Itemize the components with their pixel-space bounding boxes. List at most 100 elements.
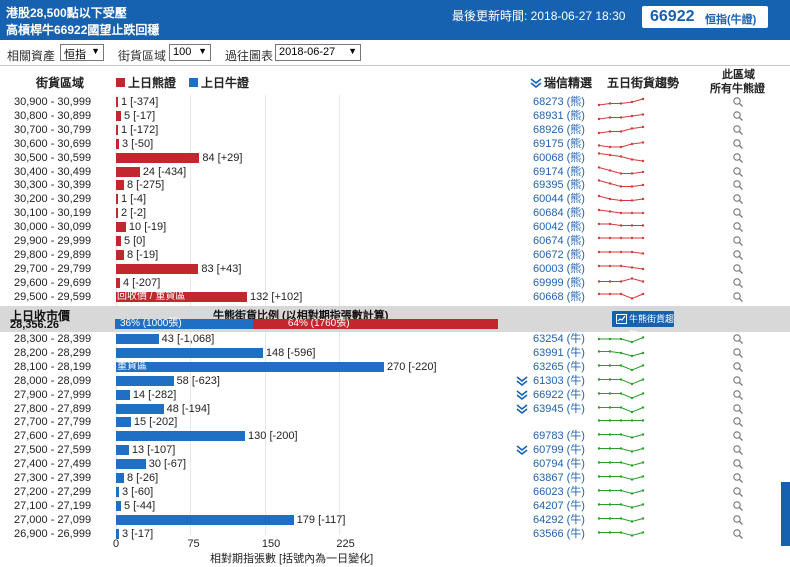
recommended-warrant-link[interactable]: 60684 (熊) bbox=[533, 207, 585, 220]
search-icon[interactable] bbox=[732, 193, 744, 205]
search-icon[interactable] bbox=[732, 416, 744, 428]
recommended-warrant-link[interactable]: 64207 (牛) bbox=[533, 499, 585, 512]
recommended-warrant-link[interactable]: 69783 (牛) bbox=[533, 430, 585, 443]
search-icon[interactable] bbox=[732, 389, 744, 401]
bear-bar[interactable] bbox=[116, 180, 124, 191]
recommended-warrant-link[interactable]: 60044 (熊) bbox=[533, 193, 585, 206]
bear-bar[interactable] bbox=[116, 291, 248, 302]
search-icon[interactable] bbox=[732, 207, 744, 219]
bull-bar[interactable] bbox=[116, 445, 129, 456]
bear-bar[interactable] bbox=[116, 236, 121, 246]
recommended-warrant-link[interactable]: 60042 (熊) bbox=[533, 221, 585, 234]
side-tab[interactable] bbox=[781, 482, 790, 546]
search-icon[interactable] bbox=[732, 221, 744, 233]
zone-select[interactable]: 100 ▼ bbox=[169, 44, 211, 61]
search-icon[interactable] bbox=[732, 444, 744, 456]
search-icon[interactable] bbox=[732, 152, 744, 164]
bear-bar[interactable] bbox=[116, 277, 120, 288]
search-icon[interactable] bbox=[732, 166, 744, 178]
search-icon[interactable] bbox=[732, 375, 744, 387]
headline-1[interactable]: 港股28,500點以下受壓 bbox=[6, 6, 127, 20]
recommended-warrant-link[interactable]: 68931 (熊) bbox=[533, 109, 585, 122]
featured-code[interactable]: 66922 bbox=[650, 8, 695, 25]
recommended-warrant-link[interactable]: 68273 (熊) bbox=[533, 96, 585, 108]
bull-bar[interactable] bbox=[116, 347, 263, 358]
recommended-warrant-link[interactable]: 61303 (牛) bbox=[533, 374, 585, 387]
bull-bar[interactable] bbox=[116, 403, 164, 414]
search-icon[interactable] bbox=[732, 110, 744, 122]
search-icon[interactable] bbox=[732, 277, 744, 289]
trend-button[interactable]: 牛熊街貨趨勢 bbox=[612, 311, 674, 340]
bull-bar[interactable] bbox=[116, 459, 146, 470]
search-icon[interactable] bbox=[732, 138, 744, 150]
search-icon[interactable] bbox=[732, 249, 744, 261]
recommended-warrant-link[interactable]: 63265 (牛) bbox=[533, 360, 585, 373]
search-icon[interactable] bbox=[732, 263, 744, 275]
recommended-warrant-link[interactable]: 69174 (熊) bbox=[533, 165, 585, 178]
bull-bar[interactable] bbox=[116, 528, 119, 539]
asset-select[interactable]: 恒指 ▼ bbox=[60, 44, 104, 61]
bear-bar[interactable] bbox=[116, 124, 118, 135]
bull-bar[interactable] bbox=[116, 500, 121, 511]
headline-2[interactable]: 高槓桿牛66922國望止跌回穩 bbox=[6, 23, 160, 37]
search-icon[interactable] bbox=[732, 179, 744, 191]
search-icon[interactable] bbox=[732, 403, 744, 415]
bull-bar[interactable] bbox=[116, 334, 159, 344]
search-icon[interactable] bbox=[732, 458, 744, 470]
bull-bar[interactable] bbox=[116, 514, 294, 525]
recommended-warrant-link[interactable]: 60672 (熊) bbox=[533, 248, 585, 261]
bear-bar[interactable] bbox=[116, 166, 140, 177]
bear-bar[interactable] bbox=[116, 249, 124, 260]
bear-bar[interactable] bbox=[116, 194, 118, 205]
search-icon[interactable] bbox=[732, 430, 744, 442]
search-icon[interactable] bbox=[732, 347, 744, 359]
bull-bar[interactable] bbox=[116, 486, 119, 497]
search-icon[interactable] bbox=[732, 96, 744, 108]
recommended-warrant-link[interactable]: 69999 (熊) bbox=[533, 276, 585, 289]
search-icon[interactable] bbox=[732, 291, 744, 303]
recommended-warrant-link[interactable]: 63566 (牛) bbox=[533, 527, 585, 540]
bull-bar[interactable] bbox=[116, 417, 131, 428]
trend-point bbox=[597, 131, 601, 134]
search-icon[interactable] bbox=[732, 486, 744, 498]
recommended-warrant-link[interactable]: 68926 (熊) bbox=[533, 123, 585, 136]
bear-bar[interactable] bbox=[116, 110, 121, 121]
recommended-warrant-link[interactable]: 69175 (熊) bbox=[533, 137, 585, 150]
search-icon[interactable] bbox=[732, 235, 744, 247]
bull-bar[interactable] bbox=[116, 389, 130, 400]
search-icon[interactable] bbox=[732, 528, 744, 540]
recommended-warrant-link[interactable]: 60674 (熊) bbox=[533, 235, 585, 247]
bear-bar[interactable] bbox=[116, 208, 118, 219]
recommended-warrant-link[interactable]: 66023 (牛) bbox=[533, 485, 585, 498]
recommended-warrant-link[interactable]: 63254 (牛) bbox=[533, 333, 585, 345]
recommended-warrant-link[interactable]: 60799 (牛) bbox=[533, 444, 585, 457]
bull-bar[interactable] bbox=[116, 361, 384, 372]
broker-pick-icon bbox=[516, 376, 528, 386]
recommended-warrant-link[interactable]: 60668 (熊) bbox=[533, 290, 585, 303]
bull-bar[interactable] bbox=[116, 375, 174, 386]
recommended-warrant-link[interactable]: 63867 (牛) bbox=[533, 472, 585, 484]
featured-warrant-box[interactable]: 66922 恒指(牛證) bbox=[642, 6, 768, 28]
date-select[interactable]: 2018-06-27 ▼ bbox=[275, 44, 361, 61]
search-icon[interactable] bbox=[732, 124, 744, 136]
recommended-warrant-link[interactable]: 63991 (牛) bbox=[533, 346, 585, 359]
bear-bar[interactable] bbox=[116, 222, 126, 233]
bull-bar[interactable] bbox=[116, 473, 124, 483]
search-icon[interactable] bbox=[732, 472, 744, 484]
recommended-warrant-link[interactable]: 60794 (牛) bbox=[533, 458, 585, 471]
bear-bar[interactable] bbox=[116, 152, 200, 163]
recommended-warrant-link[interactable]: 60068 (熊) bbox=[533, 151, 585, 164]
recommended-warrant-link[interactable]: 60003 (熊) bbox=[533, 262, 585, 275]
search-icon[interactable] bbox=[732, 500, 744, 512]
recommended-warrant-link[interactable]: 66922 (牛) bbox=[533, 388, 585, 401]
search-icon[interactable] bbox=[732, 514, 744, 526]
bear-bar[interactable] bbox=[116, 97, 118, 107]
bear-bar[interactable] bbox=[116, 138, 119, 149]
recommended-warrant-link[interactable]: 64292 (牛) bbox=[533, 513, 585, 526]
bear-bar[interactable] bbox=[116, 263, 199, 274]
recommended-warrant-link[interactable]: 63945 (牛) bbox=[533, 402, 585, 415]
recommended-warrant-link[interactable]: 69395 (熊) bbox=[533, 179, 585, 192]
search-icon[interactable] bbox=[732, 361, 744, 373]
bull-bar[interactable] bbox=[116, 431, 246, 442]
search-icon[interactable] bbox=[732, 333, 744, 345]
